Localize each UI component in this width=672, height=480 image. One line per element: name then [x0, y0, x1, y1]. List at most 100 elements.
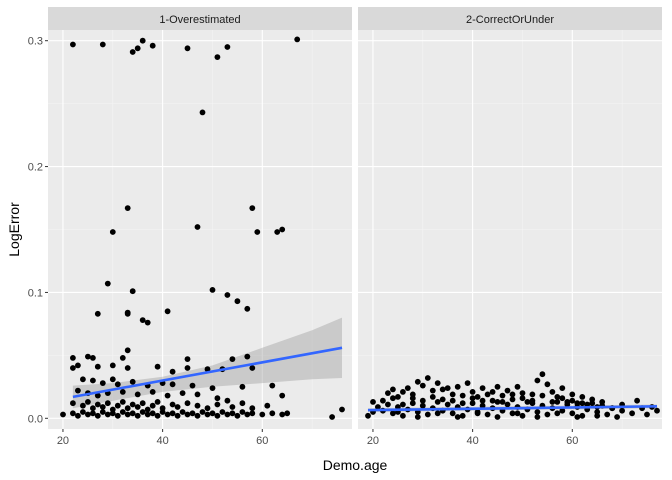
scatter-point	[419, 382, 426, 389]
scatter-point	[449, 391, 456, 398]
scatter-point	[129, 288, 136, 295]
scatter-point	[104, 280, 111, 287]
y-axis-tick-labels: 0.0 0.1 0.2 0.3	[28, 36, 48, 425]
scatter-point	[80, 376, 86, 383]
scatter-point	[494, 414, 501, 420]
scatter-point	[104, 411, 111, 418]
scatter-point	[154, 363, 161, 370]
minor-gridlines	[358, 30, 662, 429]
scatter-point	[449, 397, 456, 404]
scatter-point	[184, 411, 191, 418]
scatter-point	[94, 392, 101, 399]
major-gridlines	[358, 30, 662, 429]
scatter-point	[529, 391, 536, 398]
scatter-point	[539, 371, 546, 378]
scatter-point	[509, 391, 516, 398]
x-axis-ticks: 20 40 60	[57, 429, 268, 447]
scatter-point	[434, 410, 441, 417]
scatter-point	[164, 308, 171, 315]
scatter-point	[269, 410, 276, 417]
scatter-point	[414, 414, 421, 420]
scatter-point	[385, 401, 391, 408]
scatter-point	[144, 411, 151, 418]
x-axis-title: Demo.age	[323, 457, 388, 473]
scatter-point	[244, 411, 251, 418]
scatter-point	[459, 412, 466, 419]
scatter-point	[564, 401, 571, 408]
scatter-point	[424, 411, 431, 418]
scatter-point	[194, 402, 201, 409]
scatter-point	[400, 412, 406, 419]
scatter-point	[189, 382, 196, 389]
scatter-point	[644, 411, 650, 418]
scatter-point	[134, 404, 141, 410]
scatter-point	[434, 399, 441, 405]
scatter-point	[119, 409, 126, 415]
trend-line	[72, 346, 343, 399]
scatter-point	[479, 397, 486, 404]
scatter-point	[149, 42, 156, 49]
scatter-point	[114, 402, 121, 409]
scatter-point	[139, 317, 146, 323]
scatter-point	[604, 411, 611, 418]
scatter-point	[554, 410, 561, 417]
scatter-point	[424, 375, 431, 381]
scatter-point	[385, 390, 391, 396]
scatter-point	[249, 365, 256, 371]
scatter-point	[204, 411, 211, 418]
scatter-point	[134, 45, 141, 52]
scatter-point	[514, 410, 521, 417]
scatter-point	[259, 411, 266, 418]
scatter-point	[119, 389, 126, 395]
scatter-point	[444, 385, 451, 391]
scatter-point	[380, 397, 386, 404]
scatter-point	[114, 412, 121, 419]
scatter-point	[75, 387, 81, 394]
scatter-point	[99, 380, 106, 386]
scatter-point	[189, 410, 196, 417]
scatter-point	[104, 400, 111, 407]
scatter-point	[124, 205, 131, 212]
scatter-point	[169, 410, 176, 417]
scatter-point	[134, 391, 141, 398]
scatter-point	[569, 410, 576, 417]
scatter-point	[519, 390, 526, 396]
scatter-point	[414, 378, 421, 385]
scatter-point	[429, 387, 436, 394]
facet-title: 1-Overestimated	[159, 14, 240, 26]
scatter-point	[199, 109, 206, 116]
scatter-point	[174, 412, 181, 419]
scatter-point	[509, 396, 516, 403]
scatter-point	[429, 394, 436, 400]
scatter-point	[489, 397, 496, 404]
scatter-point	[449, 410, 456, 417]
scatter-point	[80, 409, 86, 415]
x-tick-label: 40	[156, 435, 168, 447]
scatter-point	[479, 402, 486, 409]
scatter-point	[519, 395, 526, 402]
scatter-point	[439, 386, 446, 393]
scatter-point	[579, 400, 586, 407]
scatter-point	[239, 409, 246, 415]
scatter-point	[579, 412, 586, 419]
scatter-point	[509, 410, 516, 417]
scatter-point	[339, 406, 345, 413]
scatter-point	[164, 392, 171, 399]
scatter-point	[419, 397, 426, 404]
facet-strip	[358, 7, 662, 30]
scatter-point	[239, 383, 246, 390]
scatter-point	[154, 412, 161, 419]
scatter-point	[70, 355, 76, 361]
scatter-point	[390, 386, 396, 393]
scatter-point	[129, 410, 136, 417]
scatter-point	[99, 41, 106, 48]
scatter-point	[209, 410, 216, 417]
scatter-point	[284, 410, 291, 417]
scatter-point	[454, 414, 461, 420]
scatter-point	[99, 404, 106, 410]
scatter-point	[184, 45, 191, 52]
scatter-point	[390, 395, 396, 402]
scatter-point	[249, 410, 256, 417]
scatter-point	[499, 399, 506, 405]
scatter-point	[464, 380, 471, 386]
